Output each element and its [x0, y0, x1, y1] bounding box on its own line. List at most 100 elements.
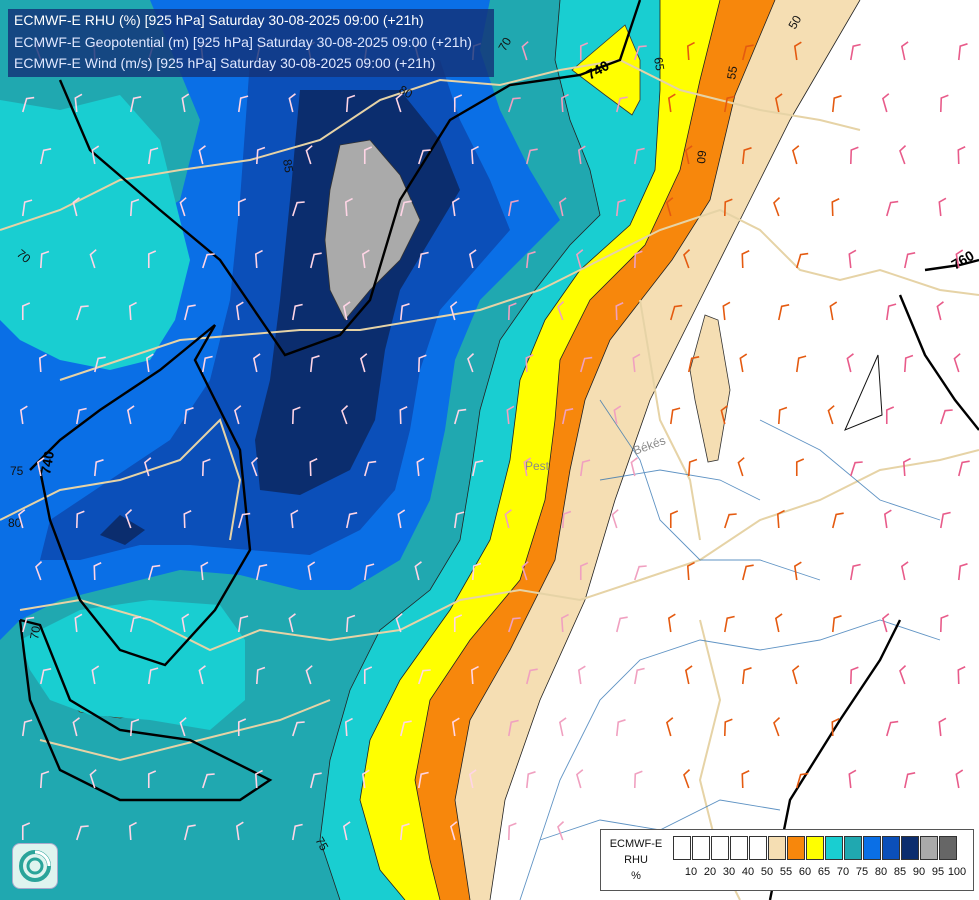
wind-barb-icon: [665, 197, 674, 217]
wind-barb-icon: [881, 613, 890, 633]
wind-barb-icon: [341, 405, 349, 425]
wind-barb-icon: [399, 303, 410, 321]
wind-barb-icon: [252, 353, 261, 373]
wind-barb-icon: [147, 250, 157, 268]
legend-tick-label: 95: [931, 866, 945, 878]
wind-barb-icon: [76, 305, 89, 321]
wind-barb-icon: [363, 563, 375, 581]
wind-barb-icon: [669, 407, 681, 425]
wind-barb-icon: [957, 563, 968, 581]
wind-barb-icon: [508, 97, 521, 113]
wind-barb-icon: [181, 93, 190, 113]
legend-swatch: [920, 836, 938, 860]
rhu-label: 50: [785, 13, 804, 32]
wind-barb-icon: [939, 614, 949, 633]
wind-barb-icon: [796, 772, 809, 789]
wind-barb-icon: [507, 719, 519, 737]
wind-barb-icon: [575, 769, 584, 789]
wind-barb-icon: [17, 509, 26, 529]
wind-barb-icon: [525, 771, 536, 789]
legend-swatch: [768, 836, 786, 860]
wind-barb-icon: [793, 41, 802, 61]
wind-barb-icon: [848, 769, 857, 789]
wind-barb-icon: [35, 561, 43, 581]
wind-barb-icon: [723, 615, 735, 633]
wind-barb-icon: [846, 353, 854, 373]
legend-tick-label: 40: [741, 866, 755, 878]
legend-tick-label: 55: [779, 866, 793, 878]
wind-barb-icon: [471, 562, 482, 581]
wind-barb-icon: [613, 405, 622, 425]
wind-barb-icon: [399, 823, 410, 841]
wind-barb-icon: [72, 717, 80, 737]
legend-tick-label: 80: [874, 866, 888, 878]
rhu-label: 60: [694, 150, 709, 165]
wind-barb-icon: [147, 770, 157, 788]
wind-barb-icon: [739, 353, 748, 373]
wind-barb-icon: [290, 509, 299, 529]
legend-tick-label: 30: [722, 866, 736, 878]
wind-barb-icon: [361, 249, 370, 269]
legend-swatch: [863, 836, 881, 860]
wind-barb-icon: [344, 717, 353, 737]
wind-barb-icon: [900, 41, 909, 61]
place-label: Pest: [525, 459, 550, 473]
wind-barb-icon: [345, 512, 358, 529]
wind-barb-icon: [686, 41, 695, 61]
rhu-90-95-band: [324, 139, 421, 321]
wind-barb-icon: [831, 512, 844, 529]
wind-barb-icon: [902, 457, 911, 477]
wind-barb-icon: [829, 301, 838, 321]
wind-barb-icon: [630, 457, 638, 477]
wind-barb-icon: [147, 667, 159, 685]
wind-barb-icon: [633, 667, 645, 685]
wind-barb-icon: [831, 718, 840, 737]
wind-barb-icon: [774, 613, 783, 633]
legend-swatch: [749, 836, 767, 860]
wind-barb-icon: [633, 147, 645, 165]
legend-swatch: [787, 836, 805, 860]
wind-barb-icon: [235, 821, 244, 841]
country-borders: [0, 58, 979, 900]
wind-barb-icon: [849, 146, 859, 165]
wind-barb-icon: [91, 145, 100, 165]
wind-barb-icon: [667, 613, 676, 633]
wind-barb-icon: [939, 94, 949, 113]
wind-barb-icon: [237, 198, 247, 216]
legend-swatch: [806, 836, 824, 860]
wind-barb-icon: [345, 614, 356, 633]
wind-barb-icon: [741, 147, 752, 165]
wind-barb-icon: [558, 717, 567, 737]
wind-barb-icon: [255, 666, 266, 685]
wind-barb-icon: [183, 510, 192, 529]
wind-barb-icon: [22, 616, 35, 633]
wind-barb-icon: [957, 43, 968, 61]
wind-barb-icon: [523, 457, 532, 477]
wind-barb-icon: [39, 148, 52, 165]
wind-barb-icon: [179, 717, 187, 737]
wind-barb-icon: [292, 201, 305, 217]
wind-barb-icon: [903, 354, 914, 373]
wind-barb-icon: [36, 457, 45, 477]
wind-barb-icon: [687, 458, 698, 477]
wind-barb-icon: [453, 614, 463, 632]
wind-barb-icon: [936, 301, 944, 321]
wind-barb-icon: [342, 821, 351, 841]
wind-barb-icon: [525, 354, 534, 373]
wind-barb-icon: [449, 301, 458, 321]
legend-title-model: ECMWF-E: [609, 838, 663, 850]
wind-barb-icon: [395, 613, 403, 633]
wind-barb-icon: [722, 301, 731, 321]
wind-barb-icon: [364, 460, 377, 477]
wind-barb-icon: [525, 148, 538, 165]
rhu-cyan-area-west: [0, 95, 190, 370]
legend-tick-label: 90: [912, 866, 926, 878]
wind-barb-icon: [777, 304, 790, 321]
wind-barb-icon: [575, 249, 584, 269]
wind-barb-icon: [454, 408, 467, 425]
wind-barb-icon: [525, 251, 536, 269]
wind-barb-icon: [777, 406, 788, 425]
wind-barb-icon: [796, 252, 809, 269]
wind-barb-icon: [344, 197, 353, 217]
